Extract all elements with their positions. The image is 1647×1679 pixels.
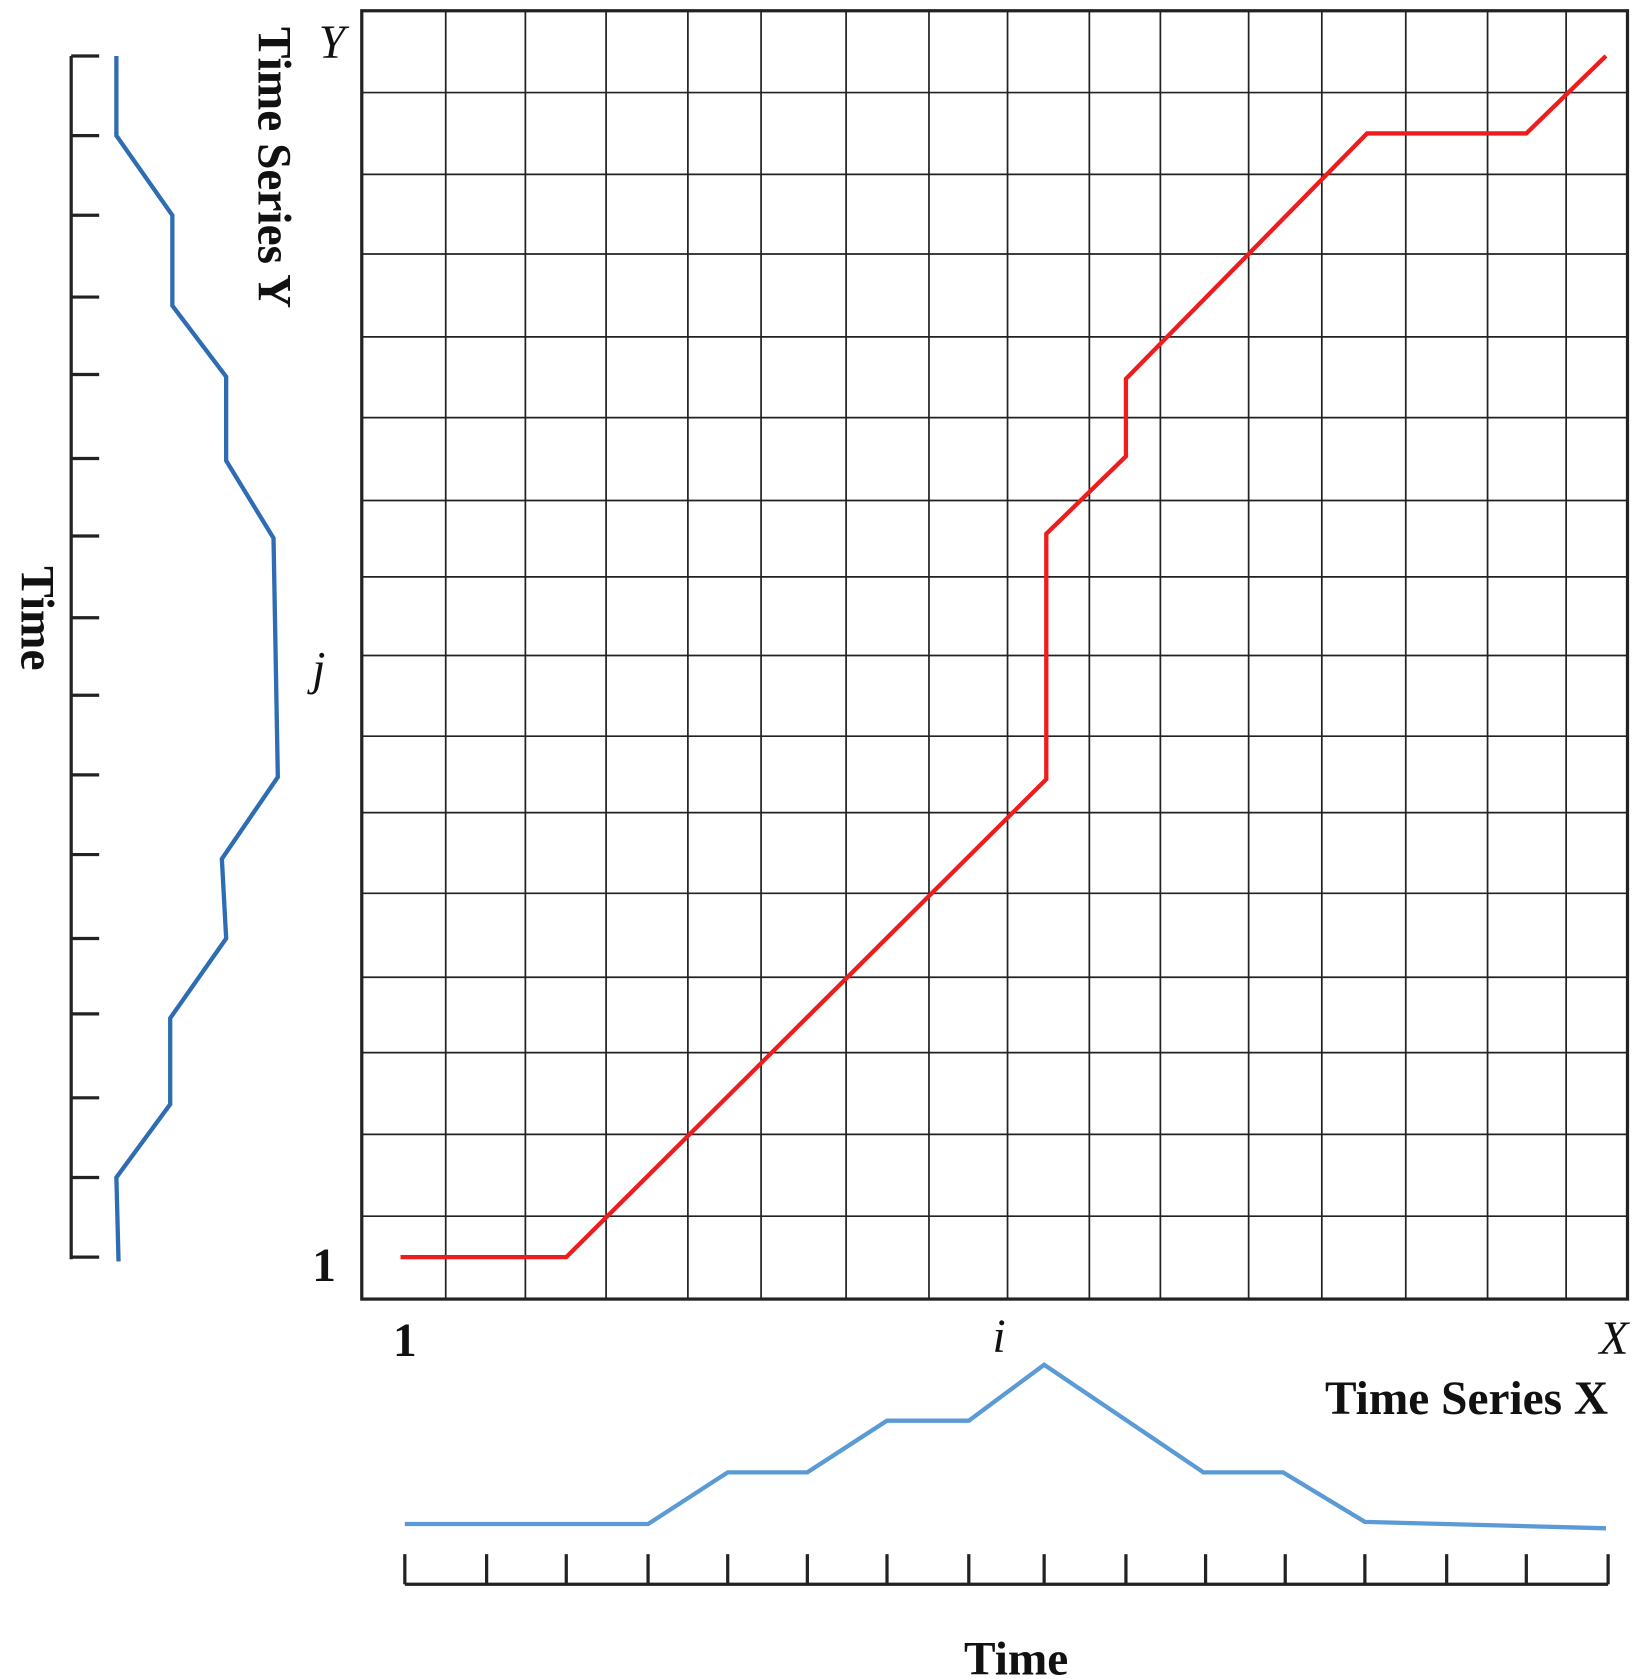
left-time-axis	[69, 54, 100, 1260]
series-x-curve	[404, 1362, 1607, 1531]
x-time-label: Time	[964, 1634, 1068, 1679]
series-x-title: Time Series X	[1325, 1373, 1608, 1425]
grid-frame	[360, 9, 1630, 1301]
bottom-time-axis	[403, 1554, 1610, 1586]
warping-path	[400, 54, 1608, 1260]
x-end-label: X	[1597, 1313, 1630, 1365]
y-start-label: 1	[312, 1240, 336, 1292]
series-y-curve	[114, 55, 280, 1262]
y-end-label: Y	[319, 17, 350, 69]
series-y-title: Time Series Y	[247, 27, 299, 308]
y-time-label: Time	[11, 566, 63, 670]
grid	[361, 10, 1628, 1300]
x-start-label: 1	[393, 1315, 417, 1367]
x-index-label: i	[992, 1311, 1005, 1363]
